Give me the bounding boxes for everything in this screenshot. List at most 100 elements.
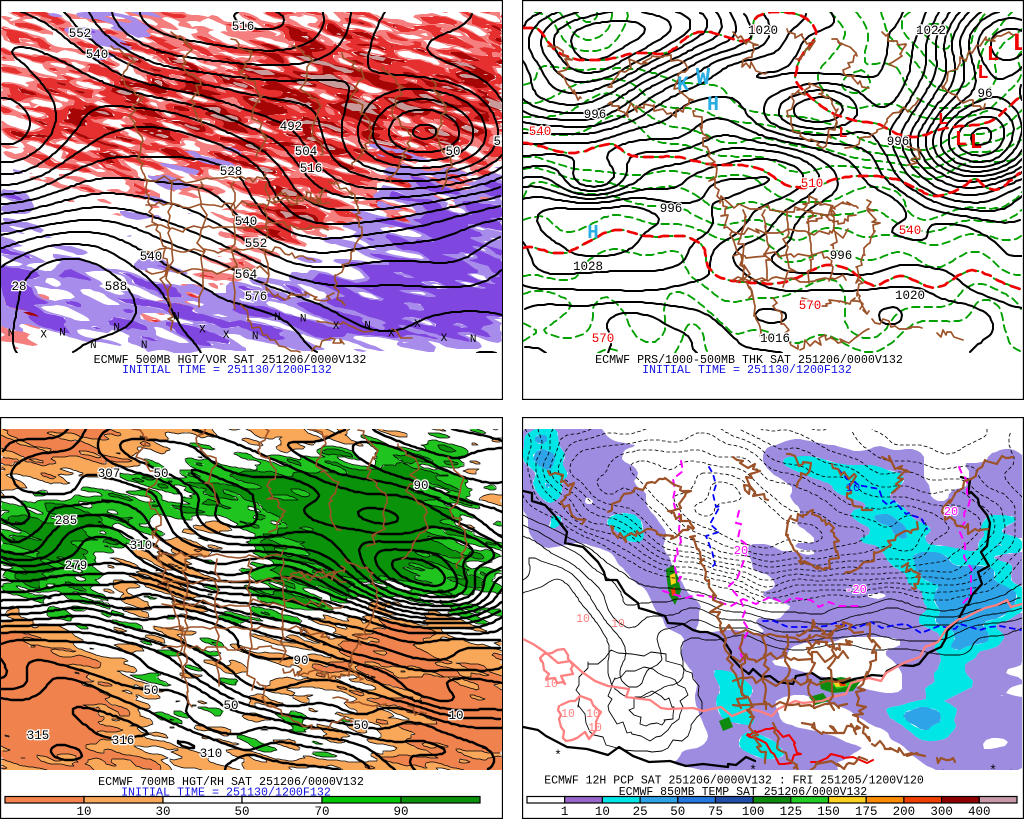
svg-text:N: N [59, 328, 66, 340]
svg-text:X: X [223, 330, 230, 342]
svg-text:30: 30 [155, 805, 170, 819]
svg-text:588: 588 [105, 280, 128, 294]
svg-text:310: 310 [130, 539, 153, 553]
svg-text:996: 996 [660, 202, 683, 216]
svg-text:279: 279 [65, 559, 88, 573]
svg-text:L: L [970, 132, 983, 155]
svg-text:576: 576 [245, 290, 268, 304]
svg-text:ECMWF 12H PCP SAT 251206/0000V: ECMWF 12H PCP SAT 251206/0000V132 : FRI … [544, 775, 924, 788]
svg-text:50: 50 [153, 467, 168, 481]
svg-text:ECMWF PRS/1000-500MB THK SAT 2: ECMWF PRS/1000-500MB THK SAT 251206/0000… [595, 353, 903, 367]
svg-text:X: X [40, 330, 47, 342]
svg-text:*: * [989, 763, 997, 778]
svg-text:X: X [441, 333, 448, 345]
svg-text:L: L [1012, 29, 1024, 58]
svg-text:L: L [838, 125, 847, 142]
svg-text:552: 552 [245, 237, 268, 251]
svg-text:50: 50 [223, 699, 238, 713]
svg-text:N: N [300, 314, 307, 326]
svg-text:50: 50 [445, 145, 460, 159]
svg-text:528: 528 [220, 165, 243, 179]
svg-text:516: 516 [232, 20, 255, 34]
svg-text:20: 20 [944, 505, 958, 519]
svg-text:N: N [470, 334, 477, 346]
svg-text:100: 100 [742, 805, 765, 819]
svg-text:540: 540 [140, 250, 163, 264]
svg-text:540: 540 [529, 125, 552, 139]
svg-text:INITIAL TIME = 251130/1200F132: INITIAL TIME = 251130/1200F132 [122, 363, 332, 377]
svg-text:996: 996 [887, 135, 910, 149]
svg-text:540: 540 [86, 48, 109, 62]
svg-text:L: L [938, 111, 948, 130]
svg-text:L: L [977, 62, 988, 84]
svg-text:1: 1 [561, 805, 569, 819]
svg-text:H: H [707, 94, 719, 117]
svg-text:90: 90 [393, 805, 408, 819]
svg-text:ECMWF 500MB HGT/VOR SAT 251206: ECMWF 500MB HGT/VOR SAT 251206/0000V132 [94, 353, 367, 367]
svg-text:N: N [8, 328, 15, 340]
svg-text:307: 307 [98, 467, 121, 481]
svg-text:315: 315 [27, 729, 50, 743]
svg-text:96: 96 [977, 87, 992, 101]
svg-text:90: 90 [293, 654, 308, 668]
svg-text:540: 540 [235, 215, 258, 229]
svg-text:50: 50 [670, 805, 685, 819]
svg-text:20: 20 [734, 544, 748, 558]
svg-text:N: N [364, 321, 371, 333]
svg-text:504: 504 [295, 145, 318, 159]
svg-text:H: H [587, 222, 598, 244]
svg-text:ECMWF 700MB HGT/RH SAT 251206/: ECMWF 700MB HGT/RH SAT 251206/0000V132 [98, 775, 364, 789]
svg-text:510: 510 [801, 177, 824, 191]
svg-text:996: 996 [830, 249, 853, 263]
svg-text:L: L [955, 129, 968, 152]
svg-text:ECMWF 850MB TEMP SAT 251206/00: ECMWF 850MB TEMP SAT 251206/0000V132 [619, 786, 868, 799]
svg-text:570: 570 [592, 332, 615, 346]
svg-text:X: X [388, 328, 395, 340]
svg-text:*: * [939, 768, 947, 783]
svg-text:N: N [274, 312, 281, 324]
svg-text:200: 200 [893, 805, 916, 819]
svg-text:400: 400 [968, 805, 991, 819]
svg-text:N: N [113, 323, 120, 335]
svg-text:INITIAL TIME = 251130/1200F132: INITIAL TIME = 251130/1200F132 [642, 363, 852, 377]
svg-text:75: 75 [708, 805, 723, 819]
svg-text:564: 564 [235, 268, 258, 282]
svg-text:10: 10 [576, 613, 590, 626]
svg-text:285: 285 [55, 514, 78, 528]
svg-text:540: 540 [899, 224, 922, 238]
svg-text:10: 10 [611, 618, 625, 631]
svg-text:W: W [696, 65, 711, 92]
svg-text:10: 10 [595, 805, 610, 819]
svg-text:50: 50 [353, 719, 368, 733]
svg-text:1022: 1022 [916, 24, 946, 38]
svg-text:310: 310 [200, 747, 223, 761]
svg-text:516: 516 [300, 162, 323, 176]
svg-text:*: * [554, 748, 562, 763]
svg-text:175: 175 [855, 805, 878, 819]
svg-text:K: K [677, 74, 689, 97]
svg-text:L: L [987, 44, 1000, 67]
svg-text:1016: 1016 [760, 332, 790, 346]
svg-text:N: N [252, 331, 259, 343]
svg-text:N: N [90, 340, 97, 352]
svg-text:10: 10 [76, 805, 91, 819]
svg-text:150: 150 [817, 805, 840, 819]
svg-text:X: X [199, 324, 206, 336]
svg-text:10: 10 [544, 678, 558, 691]
svg-text:10: 10 [586, 708, 600, 721]
svg-text:N: N [141, 340, 148, 352]
svg-text:X: X [333, 321, 340, 333]
svg-text:10: 10 [846, 481, 860, 495]
svg-text:*: * [1007, 768, 1015, 783]
svg-text:492: 492 [280, 120, 303, 134]
svg-text:1028: 1028 [573, 260, 603, 274]
svg-text:25: 25 [633, 805, 648, 819]
svg-text:1020: 1020 [748, 24, 778, 38]
svg-text:X: X [414, 319, 421, 331]
svg-text:52: 52 [493, 135, 503, 149]
svg-text:50: 50 [234, 805, 249, 819]
svg-text:996: 996 [584, 108, 607, 122]
svg-text:1020: 1020 [895, 289, 925, 303]
svg-text:316: 316 [112, 734, 135, 748]
svg-text:300: 300 [930, 805, 953, 819]
